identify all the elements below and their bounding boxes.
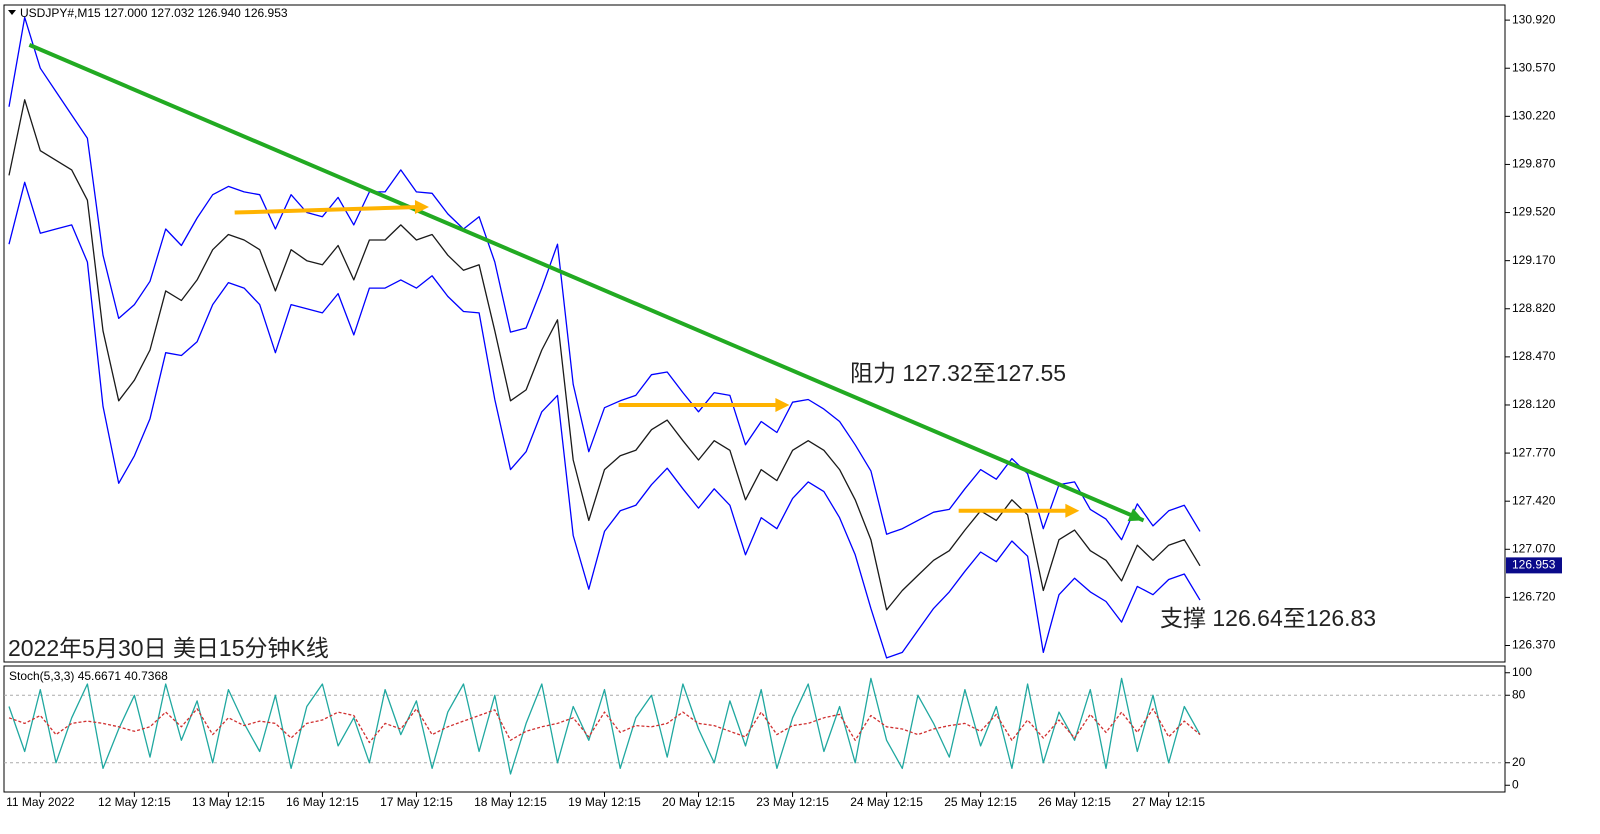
stoch-panel-frame [3,665,1506,793]
y-tick-label: 129.520 [1512,205,1556,219]
y-tick-label: 130.920 [1512,12,1556,26]
price-panel-frame [3,4,1506,663]
price-header: USDJPY#,M15 127.000 127.032 126.940 126.… [20,6,288,20]
arrow-head [775,397,790,412]
y-tick-label: 130.570 [1512,60,1556,74]
x-tick-label: 13 May 12:15 [192,795,265,809]
arrow-head [414,200,429,215]
series-line [8,99,1201,611]
x-tick-label: 25 May 12:15 [944,795,1017,809]
series-line [8,677,1201,775]
y-tick-label: 80 [1512,687,1526,701]
y-tick-label: 0 [1512,777,1519,791]
x-tick-label: 24 May 12:15 [850,795,923,809]
last-price-label: 126.953 [1512,558,1556,572]
last-price-box [1506,557,1562,574]
y-tick-label: 128.120 [1512,397,1556,411]
price-plot [8,16,1201,659]
chart-caption: 2022年5月30日 美日15分钟K线 [8,635,329,661]
y-tick-label: 129.170 [1512,253,1556,267]
y-tick-label: 127.070 [1512,541,1556,555]
y-tick-label: 128.820 [1512,301,1556,315]
x-tick-label: 20 May 12:15 [662,795,735,809]
x-tick-label: 18 May 12:15 [474,795,547,809]
x-tick-label: 17 May 12:15 [380,795,453,809]
y-tick-label: 126.720 [1512,590,1556,604]
y-tick-label: 129.870 [1512,157,1556,171]
resistance-note: 阻力 127.32至127.55 [850,360,1066,386]
y-tick-label: 128.470 [1512,349,1556,363]
y-tick-label: 127.420 [1512,493,1556,507]
axes: 130.920 130.570 130.220 129.870 129.520 129.1… [6,12,1562,809]
y-tick-label: 20 [1512,755,1526,769]
arrow [234,205,420,215]
trendline-head [1127,508,1144,522]
x-tick-label: 26 May 12:15 [1038,795,1111,809]
stoch-header: Stoch(5,3,3) 45.6671 40.7368 [9,669,168,683]
series-line [8,708,1201,744]
trendline [28,43,1145,523]
x-tick-label: 19 May 12:15 [568,795,641,809]
series-line [8,16,1201,541]
y-tick-label: 126.370 [1512,638,1556,652]
x-tick-label: 23 May 12:15 [756,795,829,809]
x-tick-label: 27 May 12:15 [1132,795,1205,809]
y-tick-label: 127.770 [1512,445,1556,459]
x-tick-label: 16 May 12:15 [286,795,359,809]
x-tick-label: 12 May 12:15 [98,795,171,809]
arrow-head [1065,503,1080,518]
series-line [8,181,1201,659]
stoch-plot [4,677,1505,775]
support-note: 支撑 126.64至126.83 [1160,605,1376,631]
menu-triangle[interactable] [8,10,16,15]
y-tick-label: 130.220 [1512,109,1556,123]
x-tick-label: 11 May 2022 [6,795,75,809]
y-tick-label: 100 [1512,665,1532,679]
